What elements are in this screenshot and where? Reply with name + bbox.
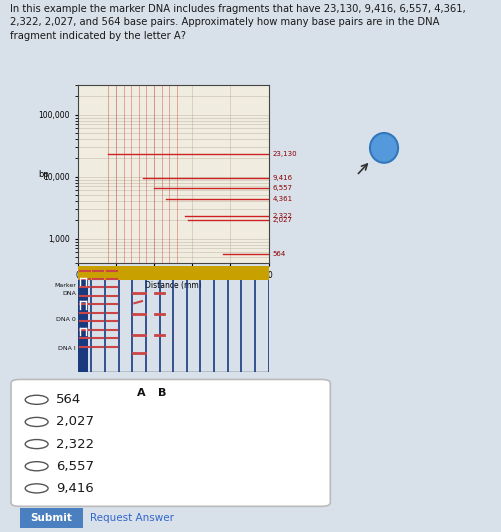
Text: In this example the marker DNA includes fragments that have 23,130, 9,416, 6,557: In this example the marker DNA includes … [10,4,465,40]
Circle shape [369,133,397,163]
Text: 564: 564 [272,251,286,257]
Text: 2,322: 2,322 [56,438,94,451]
FancyBboxPatch shape [17,506,86,529]
Text: 564: 564 [56,393,81,406]
Text: 4,361: 4,361 [272,196,292,202]
Text: 6,557: 6,557 [272,185,292,191]
X-axis label: Distance (mm): Distance (mm) [144,281,201,290]
Text: Marker: Marker [54,282,76,288]
Bar [78,266,268,280]
Bar [78,266,88,372]
Text: 2,027: 2,027 [272,217,292,223]
Text: 9,416: 9,416 [272,176,292,181]
Text: 6,557: 6,557 [56,460,94,473]
Text: B: B [157,388,166,398]
Text: DNA: DNA [62,291,76,296]
Text: A: A [136,388,145,398]
Text: 2,322: 2,322 [272,213,292,219]
Text: 23,130: 23,130 [272,151,297,157]
Text: Submit: Submit [31,513,72,522]
Y-axis label: bp: bp [38,170,49,179]
Text: 9,416: 9,416 [56,482,94,495]
Text: DNA I: DNA I [58,346,76,352]
Text: Request Answer: Request Answer [90,513,174,522]
Text: 2,027: 2,027 [56,415,94,428]
Text: DNA 0: DNA 0 [56,317,76,322]
FancyBboxPatch shape [11,379,330,506]
